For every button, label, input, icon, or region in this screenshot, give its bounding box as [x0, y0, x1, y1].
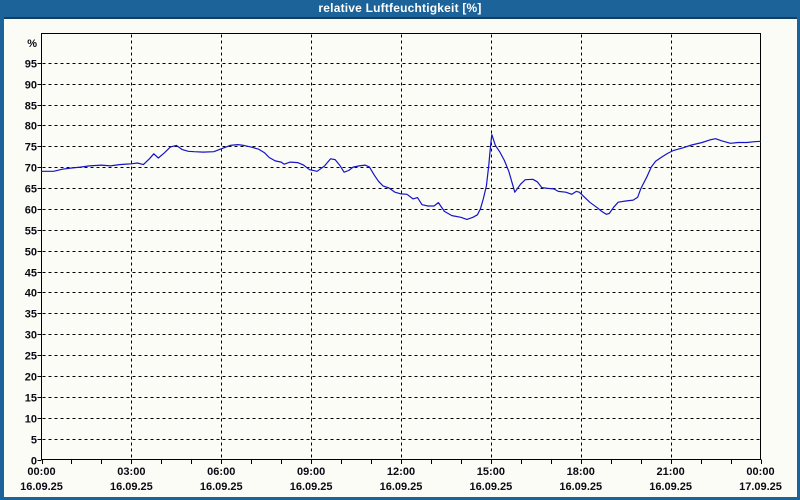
x-time-label: 12:00	[387, 466, 415, 478]
x-date-label: 16.09.25	[290, 481, 333, 493]
x-time-label: 21:00	[657, 466, 685, 478]
x-time-label: 00:00	[746, 466, 774, 478]
y-tick-label: 90	[25, 80, 37, 92]
y-tick-label: 55	[25, 226, 37, 238]
y-tick-label: 65	[25, 184, 37, 196]
x-date-label: 16.09.25	[649, 481, 692, 493]
y-tick-label: 75	[25, 142, 37, 154]
x-time-label: 15:00	[477, 466, 505, 478]
x-date-label: 17.09.25	[739, 481, 782, 493]
y-tick-label: 45	[25, 268, 37, 280]
x-date-label: 16.09.25	[559, 481, 602, 493]
window-border-right	[797, 0, 800, 500]
y-tick-label: 60	[25, 205, 37, 217]
y-tick-label: 20	[25, 372, 37, 384]
y-tick-label: 95	[25, 59, 37, 71]
y-tick-label: 5	[31, 435, 37, 447]
y-tick-label: 0	[31, 456, 37, 468]
x-time-label: 00:00	[27, 466, 55, 478]
x-date-label: 16.09.25	[469, 481, 512, 493]
y-tick-label: 25	[25, 351, 37, 363]
y-tick-label: 30	[25, 330, 37, 342]
y-tick-label: 85	[25, 101, 37, 113]
title-bar: relative Luftfeuchtigkeit [%]	[0, 0, 800, 19]
y-tick-label: 35	[25, 309, 37, 321]
window-border-left	[0, 0, 4, 500]
x-time-label: 09:00	[297, 466, 325, 478]
humidity-series-line	[40, 134, 762, 220]
x-date-label: 16.09.25	[200, 481, 243, 493]
y-tick-label: 50	[25, 247, 37, 259]
y-tick-label: 80	[25, 121, 37, 133]
x-time-label: 03:00	[117, 466, 145, 478]
x-time-label: 18:00	[567, 466, 595, 478]
window-title: relative Luftfeuchtigkeit [%]	[318, 1, 482, 15]
y-tick-label: 70	[25, 163, 37, 175]
y-axis-unit-label: %	[27, 38, 37, 50]
window-border-bottom	[0, 497, 800, 500]
y-tick-label: 15	[25, 393, 37, 405]
x-date-label: 16.09.25	[20, 481, 63, 493]
y-tick-label: 10	[25, 414, 37, 426]
y-tick-label: 40	[25, 288, 37, 300]
x-time-label: 06:00	[207, 466, 235, 478]
x-date-label: 16.09.25	[380, 481, 423, 493]
x-date-label: 16.09.25	[110, 481, 153, 493]
